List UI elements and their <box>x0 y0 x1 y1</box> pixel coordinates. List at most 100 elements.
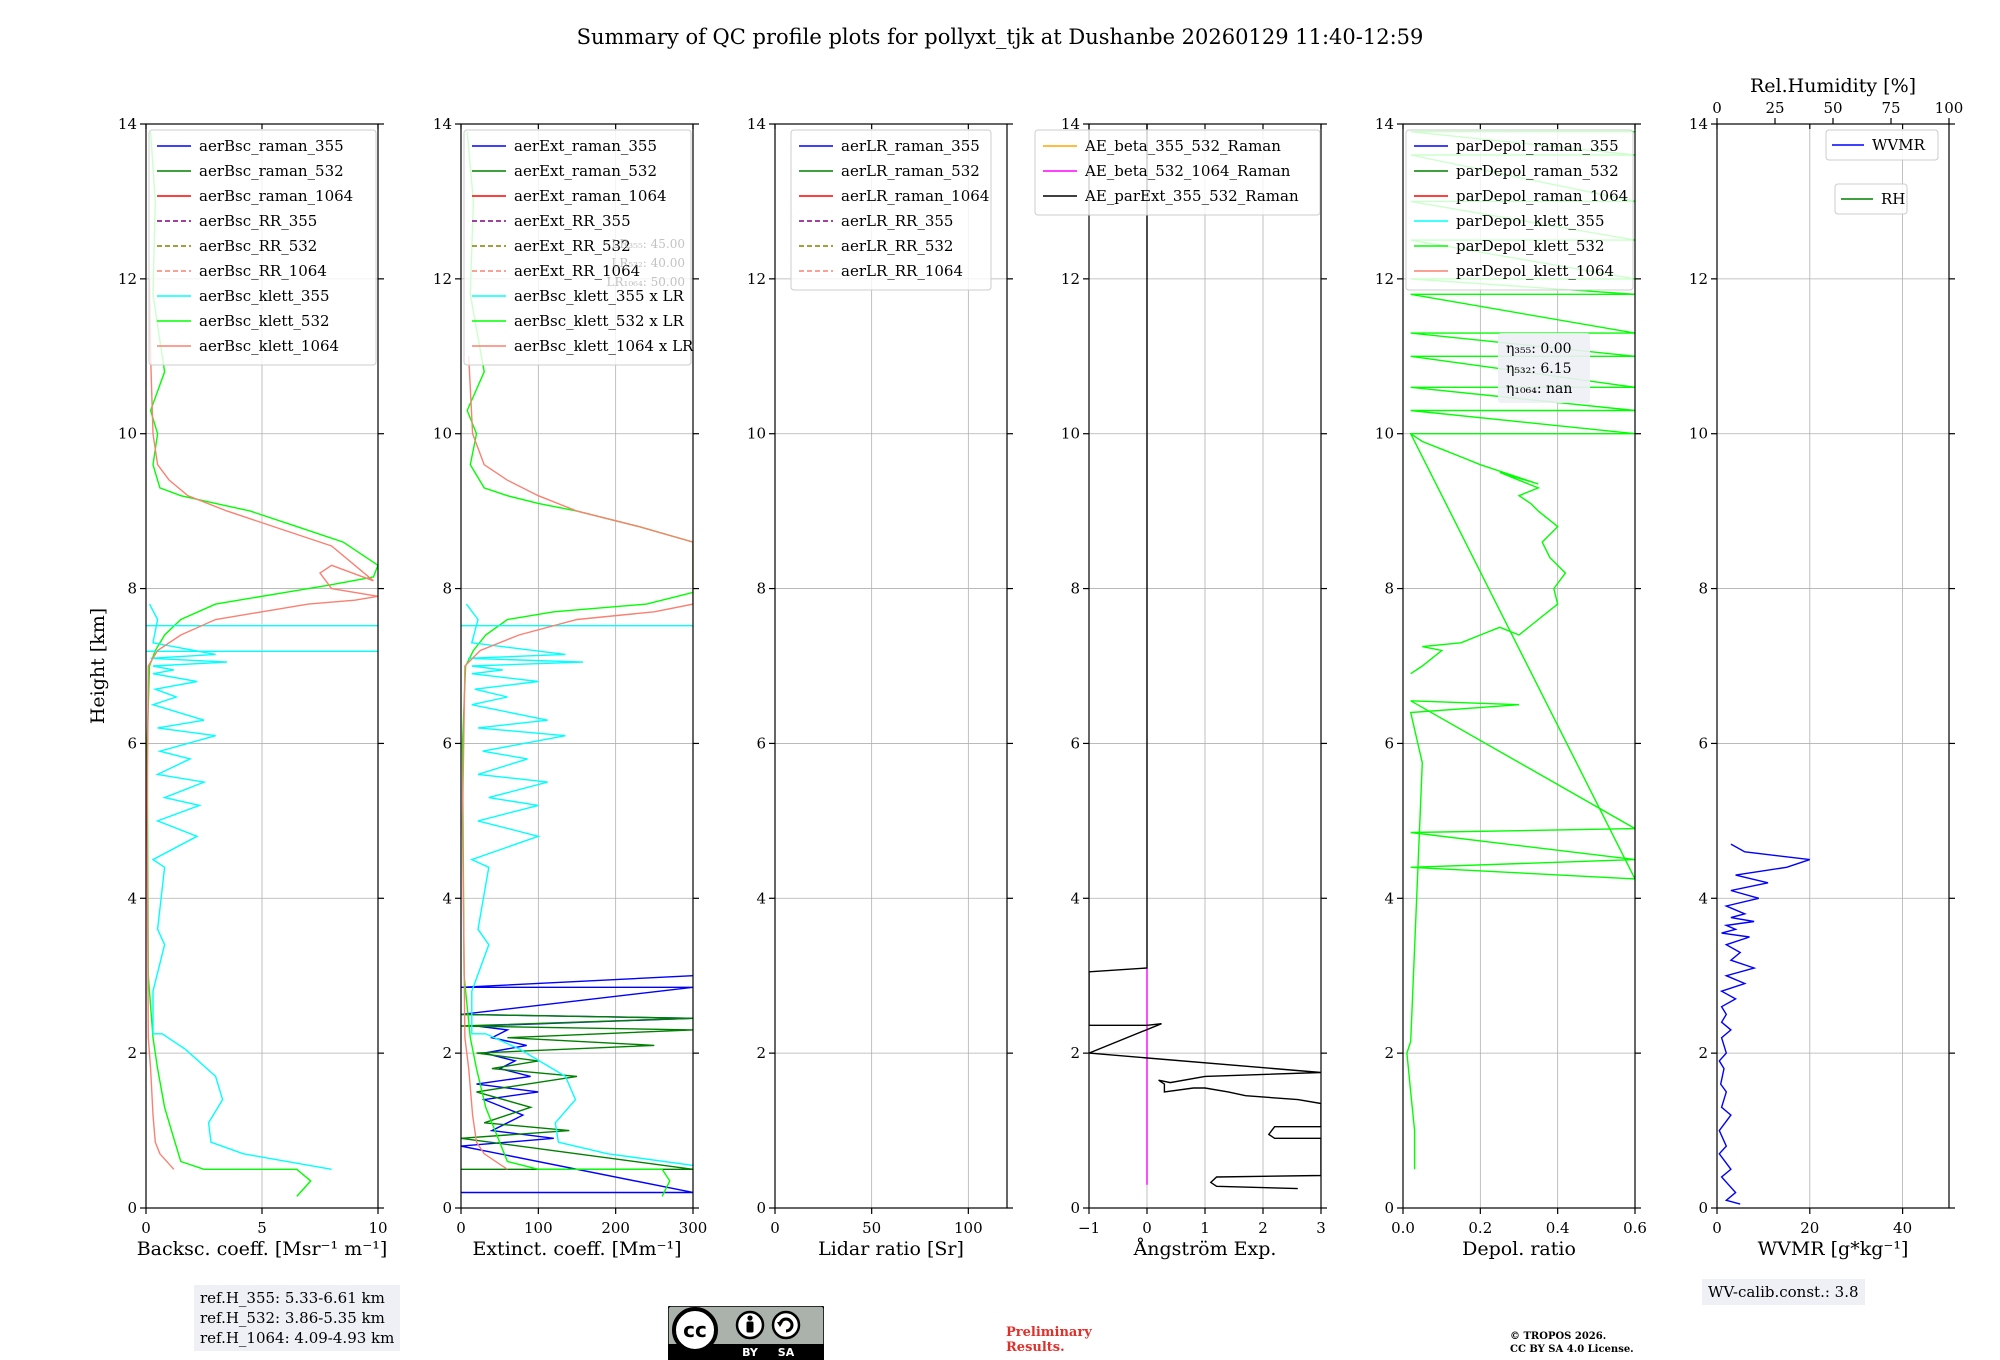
legend-box <box>1405 129 1634 291</box>
x-axis-label: Lidar ratio [Sr] <box>818 1238 964 1260</box>
legend-box <box>790 129 992 291</box>
y-tick-label: 4 <box>756 889 766 907</box>
lr-annotation: LR₁₀₆₄: 50.00 <box>607 275 685 289</box>
copyright-note: © TROPOS 2026. CC BY SA 4.0 License. <box>1510 1330 1634 1356</box>
depol-panel: 0.0 0.2 0.4 0.6 0 2 4 6 8 10 12 14 Depol. ratio parDe… <box>1375 115 1647 1260</box>
legend-label: parDepol_raman_532 <box>1456 162 1619 180</box>
legend-label: WVMR <box>1872 136 1926 154</box>
series-aerBsc_klett_532 x LR <box>461 131 693 1197</box>
x-tick-label: 20 <box>1800 1219 1819 1237</box>
top-x-axis-label: Rel.Humidity [%] <box>1750 75 1916 97</box>
y-tick-label: 2 <box>1698 1044 1708 1062</box>
y-tick-label: 12 <box>1375 270 1394 288</box>
legend-label: parDepol_raman_355 <box>1456 137 1619 155</box>
y-tick-label: 2 <box>442 1044 452 1062</box>
y-tick-label: 8 <box>442 580 452 598</box>
y-tick-label: 12 <box>1061 270 1080 288</box>
axes-frame <box>1402 123 1636 1209</box>
series-parDepol_klett_532_profile <box>1410 433 1567 675</box>
y-tick-label: 0 <box>1698 1199 1708 1217</box>
y-tick-label: 14 <box>433 115 452 133</box>
figure-title: Summary of QC profile plots for pollyxt_… <box>577 25 1424 49</box>
x-axis-label: Ångström Exp. <box>1133 1238 1277 1260</box>
legend-label: aerLR_RR_532 <box>841 237 953 255</box>
y-tick-label: 14 <box>118 115 137 133</box>
legend-box <box>148 129 377 366</box>
y-tick-label: 2 <box>1384 1044 1394 1062</box>
cc-sa-label: SA <box>778 1346 795 1359</box>
y-tick-label: 6 <box>1384 734 1394 752</box>
axes-frame <box>460 123 694 1209</box>
y-tick-label: 6 <box>127 734 137 752</box>
y-tick-label: 2 <box>127 1044 137 1062</box>
y-tick-label: 8 <box>1384 580 1394 598</box>
legend-box <box>463 129 692 366</box>
y-tick-label: 4 <box>1698 889 1708 907</box>
top-x-tick-label: 50 <box>1823 99 1842 117</box>
x-axis-label: WVMR [g*kg⁻¹] <box>1758 1238 1909 1260</box>
x-tick-label: 40 <box>1893 1219 1912 1237</box>
x-tick-label: 0.6 <box>1623 1219 1647 1237</box>
y-tick-label: 0 <box>127 1199 137 1217</box>
x-tick-label: 200 <box>601 1219 630 1237</box>
x-tick-label: −1 <box>1078 1219 1100 1237</box>
legend-label: aerBsc_RR_532 <box>199 237 317 255</box>
legend-label: aerLR_raman_355 <box>841 137 980 155</box>
legend-label: parDepol_klett_1064 <box>1456 262 1614 280</box>
legend-label: AE_parExt_355_532_Raman <box>1084 187 1299 205</box>
legend-label: aerBsc_klett_1064 x LR <box>514 337 694 355</box>
y-tick-label: 0 <box>756 1199 766 1217</box>
y-tick-label: 14 <box>1689 115 1708 133</box>
legend-label: parDepol_klett_355 <box>1456 212 1605 230</box>
top-x-tick-label: 100 <box>1935 99 1964 117</box>
legend-label: AE_beta_532_1064_Raman <box>1084 162 1291 180</box>
y-tick-label: 4 <box>442 889 452 907</box>
legend-label: aerBsc_RR_355 <box>199 212 317 230</box>
y-tick-label: 12 <box>118 270 137 288</box>
x-tick-label: 0 <box>770 1219 780 1237</box>
y-tick-label: 4 <box>1384 889 1394 907</box>
legend-label: aerLR_RR_1064 <box>841 262 963 280</box>
x-tick-label: 5 <box>257 1219 267 1237</box>
x-tick-label: 100 <box>954 1219 983 1237</box>
y-tick-label: 0 <box>1384 1199 1394 1217</box>
legend-label: aerBsc_raman_532 <box>199 162 344 180</box>
x-tick-label: 0 <box>1712 1219 1722 1237</box>
y-tick-label: 6 <box>1070 734 1080 752</box>
cc-by-label: BY <box>742 1346 759 1359</box>
legend-label: aerExt_RR_355 <box>514 212 631 230</box>
lr-annotation: LR₃₅₅: 45.00 <box>611 237 685 251</box>
x-tick-label: 300 <box>679 1219 708 1237</box>
y-tick-label: 8 <box>127 580 137 598</box>
legend-label: aerLR_raman_1064 <box>841 187 989 205</box>
y-tick-label: 4 <box>127 889 137 907</box>
y-tick-label: 12 <box>433 270 452 288</box>
x-tick-label: 1 <box>1200 1219 1210 1237</box>
legend-label: aerBsc_raman_1064 <box>199 187 353 205</box>
x-axis-label: Backsc. coeff. [Msr⁻¹ m⁻¹] <box>137 1238 388 1260</box>
eta-box <box>1498 333 1590 403</box>
y-tick-label: 6 <box>756 734 766 752</box>
extinction-panel: 0 100 200 300 0 2 4 6 8 10 12 14 Extinct. coeff. [Mm… <box>433 115 707 1260</box>
x-tick-label: 10 <box>368 1219 387 1237</box>
y-tick-label: 10 <box>433 425 452 443</box>
y-tick-label: 4 <box>1070 889 1080 907</box>
y-tick-label: 12 <box>747 270 766 288</box>
series-aerBsc_klett_1064 <box>146 278 378 1170</box>
ref-h-355: ref.H_355: 5.33-6.61 km <box>200 1289 385 1307</box>
eta-annotation: η₅₃₂: 6.15 <box>1506 361 1572 377</box>
y-tick-label: 12 <box>1689 270 1708 288</box>
y-tick-label: 8 <box>756 580 766 598</box>
y-tick-label: 10 <box>1375 425 1394 443</box>
x-tick-label: 0.2 <box>1468 1219 1492 1237</box>
legend-label: aerLR_RR_355 <box>841 212 953 230</box>
copyright-line-1: © TROPOS 2026. <box>1510 1331 1607 1342</box>
legend-label: aerExt_raman_1064 <box>514 187 667 205</box>
legend-label: parDepol_raman_1064 <box>1456 187 1628 205</box>
ref-h-1064: ref.H_1064: 4.09-4.93 km <box>200 1329 395 1347</box>
x-tick-label: 2 <box>1258 1219 1268 1237</box>
y-tick-label: 8 <box>1070 580 1080 598</box>
legend-label: RH <box>1881 190 1905 208</box>
wv-calib-text: WV-calib.const.: 3.8 <box>1708 1283 1859 1301</box>
